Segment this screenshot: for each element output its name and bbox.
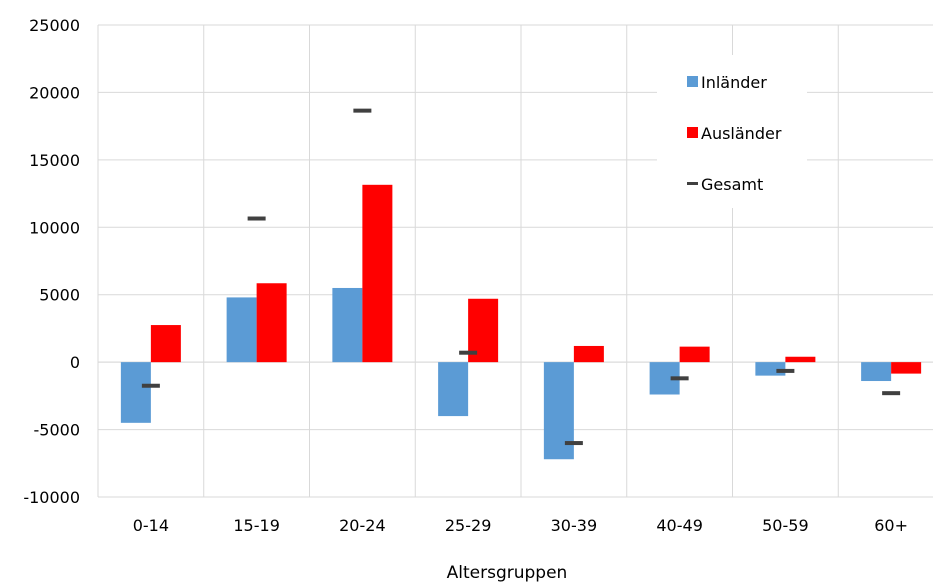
x-tick-label: 15-19 — [233, 516, 280, 535]
tick-labels: -10000 -5000 0 5000 10000 15000 20000 25000 0-14… — [23, 16, 908, 535]
y-tick-label: -5000 — [34, 421, 81, 440]
legend-swatch — [687, 182, 698, 185]
y-tick-label: 20000 — [29, 83, 80, 102]
x-axis-title: Altersgruppen — [447, 563, 568, 583]
bar-inl-nder — [861, 362, 892, 382]
bar-ausl-nder — [150, 325, 181, 363]
gesamt-markers — [141, 108, 901, 446]
bar-inl-nder — [438, 362, 469, 417]
legend-label: Ausländer — [701, 124, 782, 143]
x-tick-label: 30-39 — [551, 516, 598, 535]
marker-gesamt — [776, 368, 795, 373]
bar-ausl-nder — [891, 362, 922, 374]
marker-gesamt — [670, 376, 689, 381]
bar-inl-nder — [332, 287, 363, 363]
marker-gesamt — [882, 391, 901, 396]
legend: Inländer Ausländer Gesamt — [657, 55, 807, 208]
y-tick-label: 5000 — [39, 286, 80, 305]
marker-gesamt — [564, 441, 583, 446]
legend-label: Gesamt — [701, 175, 763, 194]
y-tick-label: 10000 — [29, 218, 80, 237]
x-tick-label: 50-59 — [762, 516, 809, 535]
x-tick-label: 40-49 — [656, 516, 703, 535]
marker-gesamt — [141, 383, 160, 388]
marker-gesamt — [353, 108, 372, 113]
bar-inl-nder — [226, 297, 257, 363]
legend-background — [657, 55, 807, 208]
x-tick-label: 0-14 — [133, 516, 169, 535]
legend-label: Inländer — [701, 73, 767, 92]
bar-ausl-nder — [573, 345, 604, 363]
bar-ausl-nder — [256, 283, 287, 363]
marker-gesamt — [247, 216, 266, 221]
grid-lines — [97, 24, 933, 498]
bar-inl-nder — [120, 362, 151, 423]
bar-ausl-nder — [362, 184, 393, 363]
legend-swatch — [687, 76, 698, 87]
y-tick-label: -10000 — [23, 488, 80, 507]
bar-ausl-nder — [785, 356, 816, 363]
marker-gesamt — [459, 350, 478, 355]
x-tick-label: 60+ — [874, 516, 908, 535]
x-tick-label: 20-24 — [339, 516, 386, 535]
bar-ausl-nder — [679, 346, 710, 363]
y-tick-label: 0 — [70, 353, 80, 372]
legend-items: Inländer Ausländer Gesamt — [687, 73, 782, 194]
x-tick-label: 25-29 — [445, 516, 492, 535]
y-tick-label: 15000 — [29, 151, 80, 170]
bar-inl-nder — [755, 362, 786, 376]
y-tick-label: 25000 — [29, 16, 80, 35]
legend-swatch — [687, 127, 698, 138]
